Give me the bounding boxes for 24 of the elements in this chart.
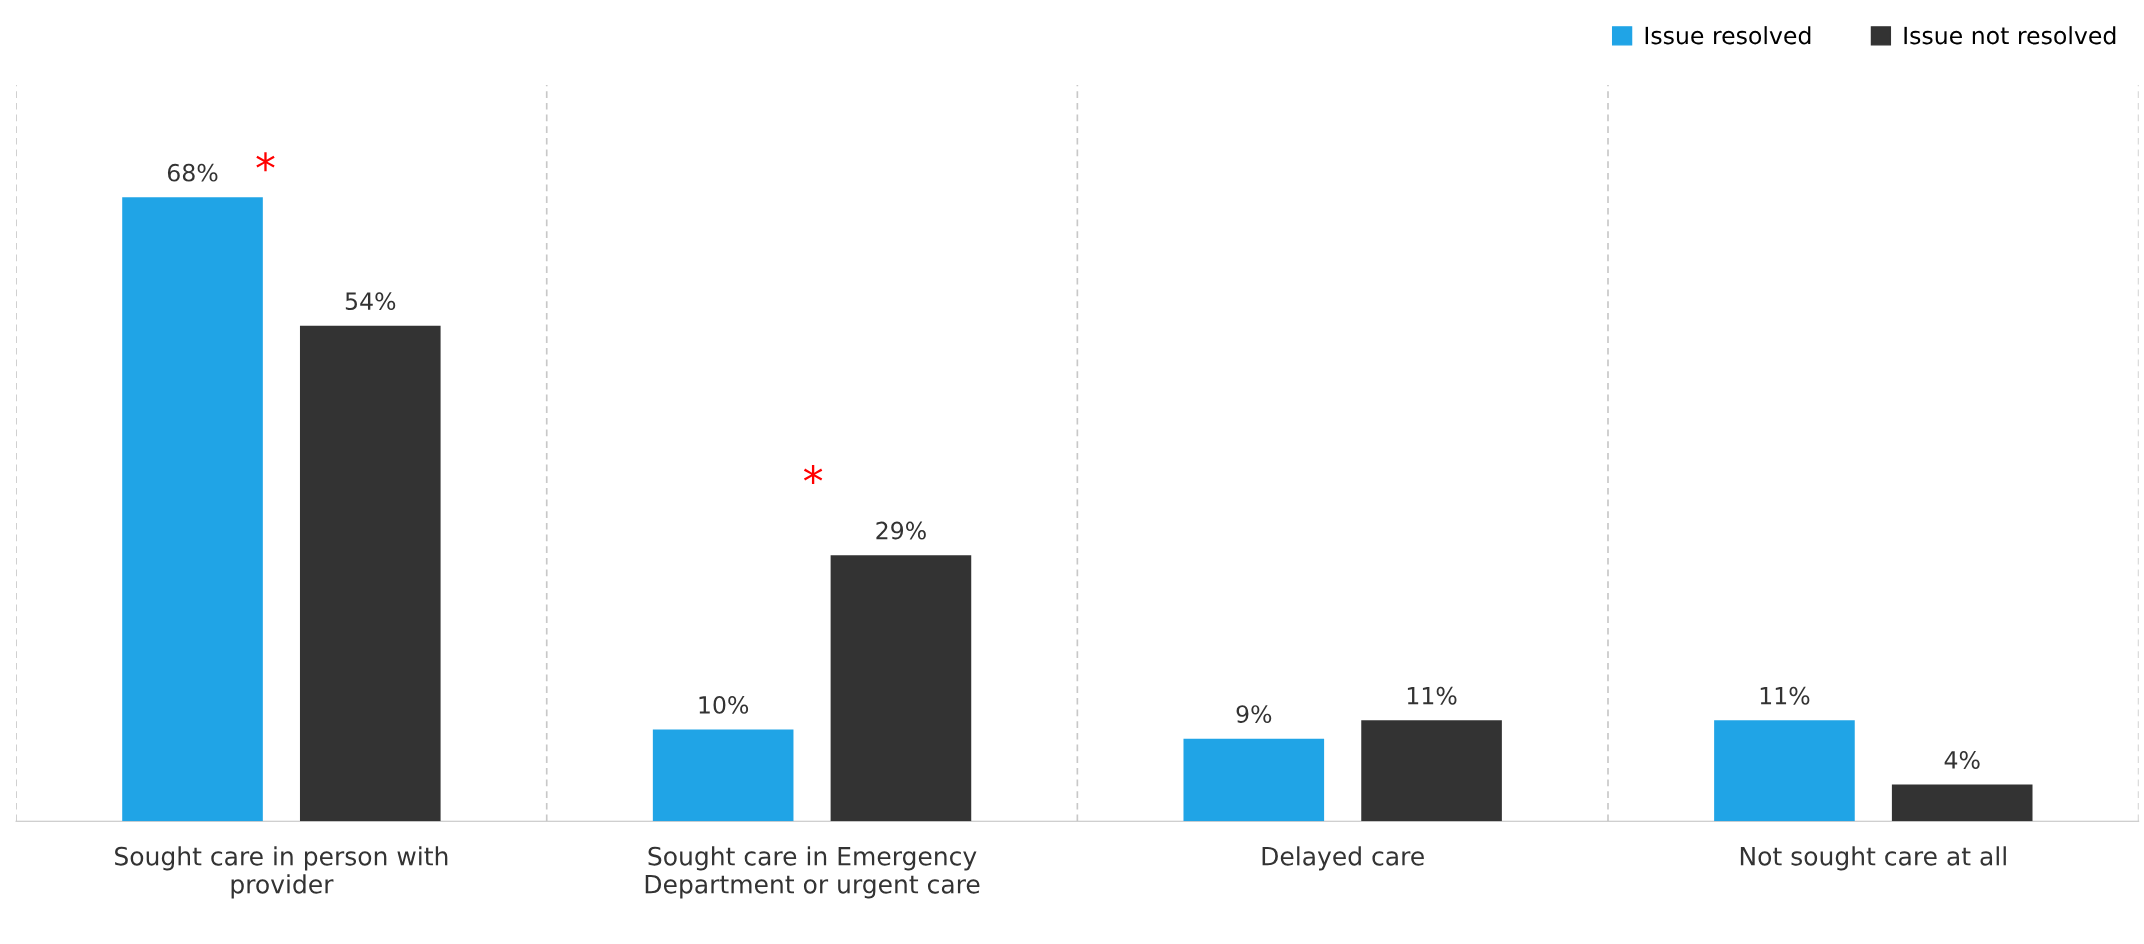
bar: [122, 197, 263, 822]
bar: [830, 555, 972, 822]
bar: [1361, 720, 1502, 822]
annotation: *: [803, 465, 823, 485]
x-tick-label: Sought care in person with provider: [115, 846, 448, 899]
data-label: 9%: [1236, 705, 1272, 724]
x-tick-label: Delayed care: [1262, 846, 1424, 871]
data-label: 29%: [876, 521, 926, 540]
data-label: 11%: [1760, 686, 1810, 705]
legend-label: Issue resolved: [1645, 26, 1811, 45]
data-label: 10%: [699, 695, 749, 714]
data-label: 68%: [167, 163, 218, 182]
bar: [1891, 784, 2033, 822]
bar: [299, 325, 441, 822]
legend-label: Issue not resolved: [1904, 26, 2116, 45]
data-label: 11%: [1407, 686, 1457, 705]
bar: [1183, 738, 1325, 822]
x-tick-label: Not sought care at all: [1740, 846, 2006, 871]
data-label: 4%: [1944, 751, 1980, 769]
bar: [1714, 720, 1855, 822]
text: *: [256, 152, 275, 172]
bar: [652, 729, 794, 822]
data-label: 54%: [345, 292, 396, 311]
x-tick-label: Sought care in Emergency Department or urgent care: [645, 846, 980, 899]
